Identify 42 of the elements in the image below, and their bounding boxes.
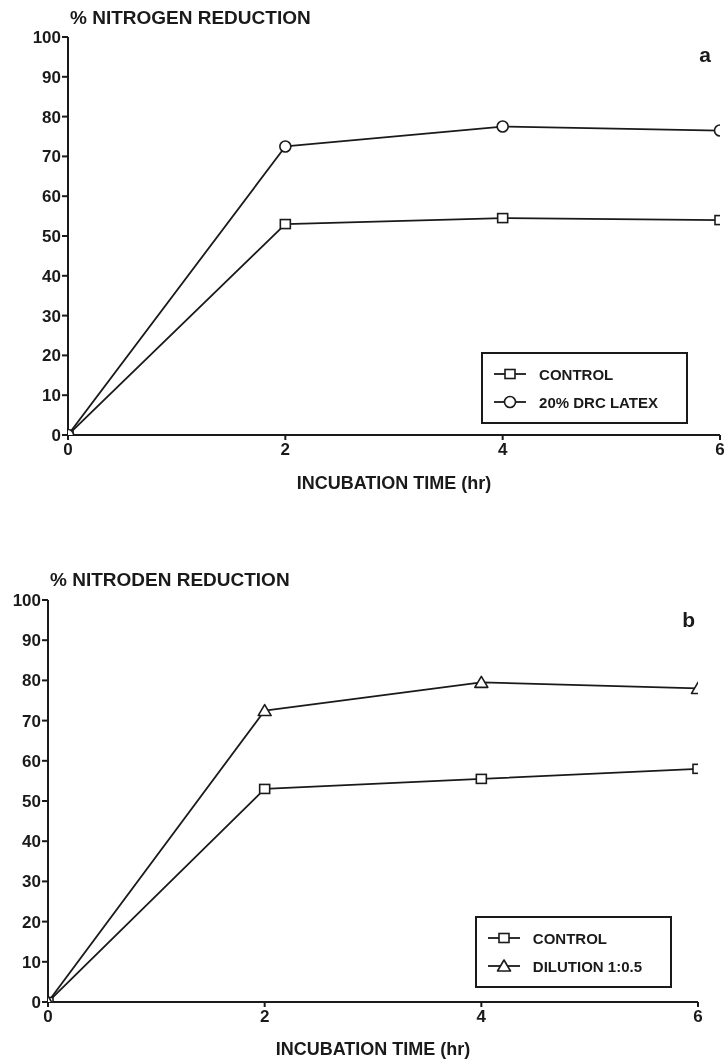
x-tick-label: 4 [497, 440, 508, 460]
point [257, 703, 272, 717]
annotation: b [682, 608, 695, 631]
legend-label: 20% DRC LATEX [539, 393, 658, 411]
x-tick-label: 4 [476, 1007, 487, 1027]
y-tick-label: 10 [22, 952, 41, 972]
y-tick-label: 50 [22, 792, 41, 812]
x-tick-label: 6 [715, 440, 725, 460]
legend-label: DILUTION 1:0.5 [532, 957, 642, 975]
y-tick-label: 0 [51, 426, 61, 446]
y-tick-label: 80 [42, 107, 61, 127]
x-tick-label: 6 [693, 1007, 703, 1027]
y-tick-label: 30 [22, 872, 41, 892]
y-tick-label: 30 [42, 306, 61, 326]
y-tick-label: 100 [32, 28, 61, 48]
y-axis-title: % NITRODEN REDUCTION [50, 569, 290, 590]
y-tick-label: 90 [22, 631, 41, 651]
y-tick-label: 0 [31, 993, 41, 1013]
point [279, 218, 292, 230]
y-tick-label: 40 [22, 832, 41, 852]
y-tick-label: 90 [42, 67, 61, 87]
y-tick-label: 20 [42, 346, 61, 366]
y-tick-label: 70 [42, 147, 61, 167]
legend-label: CONTROL [539, 365, 614, 383]
x-tick-label: 2 [280, 440, 291, 460]
y-tick-label: 80 [22, 671, 41, 691]
legend-label: CONTROL [532, 929, 607, 947]
x-axis-title: INCUBATION TIME (hr) [275, 1039, 471, 1059]
x-tick-label: 2 [259, 1007, 270, 1027]
y-axis-title: % NITROGEN REDUCTION [70, 7, 311, 28]
y-tick-label: 50 [42, 227, 61, 247]
y-tick-label: 60 [42, 187, 61, 207]
y-tick-label: 70 [22, 711, 41, 731]
y-tick-label: 20 [22, 912, 41, 932]
point [474, 675, 489, 689]
y-tick-label: 60 [22, 751, 41, 771]
y-tick-label: 40 [42, 266, 61, 286]
point [496, 212, 509, 224]
x-axis-title: INCUBATION TIME (hr) [296, 473, 492, 493]
y-tick-label: 100 [12, 591, 41, 611]
annotation: a [699, 43, 711, 66]
y-tick-label: 10 [42, 386, 61, 406]
